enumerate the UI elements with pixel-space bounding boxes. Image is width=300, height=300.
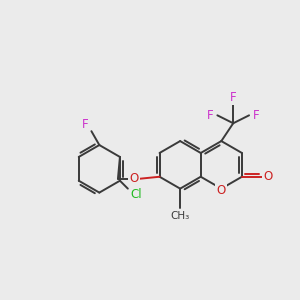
Text: F: F [207,109,214,122]
Text: O: O [129,172,138,185]
Text: Cl: Cl [130,188,142,201]
Text: F: F [82,118,89,131]
Text: F: F [253,109,259,122]
Text: O: O [217,184,226,197]
Text: F: F [230,91,236,104]
Text: CH₃: CH₃ [170,212,190,221]
Text: O: O [263,170,272,183]
